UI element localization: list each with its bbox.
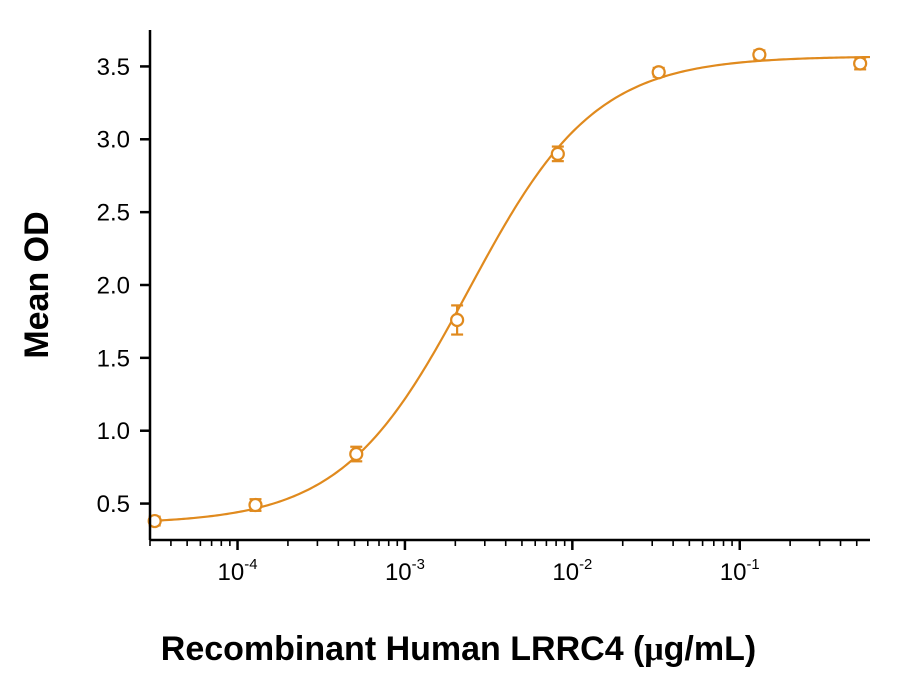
data-point — [451, 314, 463, 326]
y-tick-label: 3.0 — [97, 127, 130, 154]
data-point — [854, 58, 866, 70]
data-point — [552, 148, 564, 160]
y-tick-label: 2.0 — [97, 272, 130, 299]
y-tick-label: 1.5 — [97, 345, 130, 372]
y-tick-label: 2.5 — [97, 200, 130, 227]
y-tick-label: 0.5 — [97, 491, 130, 518]
data-point — [653, 66, 665, 78]
x-axis-title: Recombinant Human LRRC4 (μg/mL) — [161, 630, 756, 668]
mu-symbol: μ — [644, 631, 663, 668]
data-point — [350, 448, 362, 460]
y-tick-label: 1.0 — [97, 418, 130, 445]
y-axis-title: Mean OD — [18, 211, 56, 358]
dose-response-chart: 0.51.01.52.02.53.03.510-410-310-210-1Mea… — [0, 0, 897, 690]
y-tick-label: 3.5 — [97, 54, 130, 81]
chart-svg: 0.51.01.52.02.53.03.510-410-310-210-1Mea… — [0, 0, 897, 690]
data-point — [249, 499, 261, 511]
data-point — [753, 49, 765, 61]
